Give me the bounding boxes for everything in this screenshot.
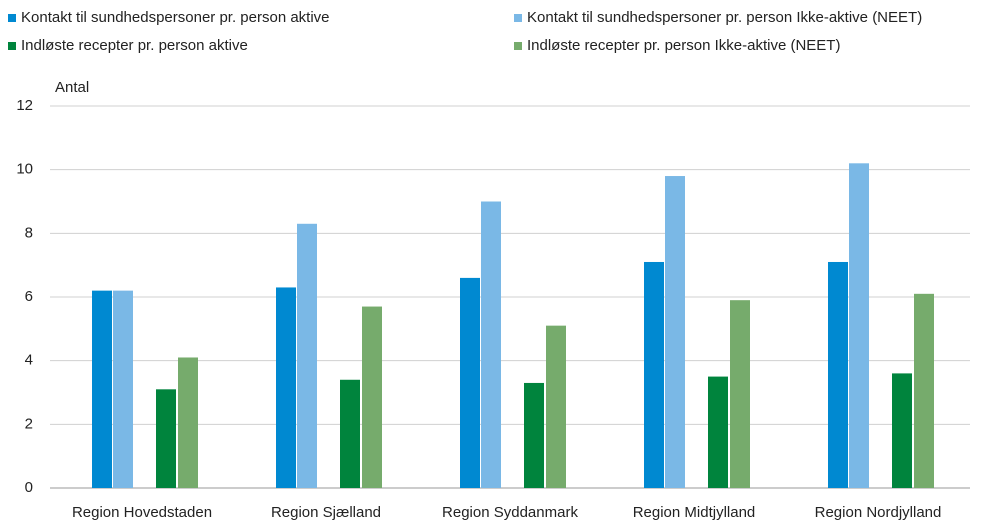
x-tick-label: Region Midtjylland — [633, 504, 756, 521]
bar — [914, 293, 934, 488]
legend-label: Kontakt til sundhedspersoner pr. person … — [21, 9, 330, 26]
y-tick-label: 4 — [25, 352, 33, 369]
bar — [828, 261, 848, 488]
y-tick-label: 6 — [25, 288, 33, 305]
bar — [340, 379, 360, 488]
legend-label: Kontakt til sundhedspersoner pr. person … — [527, 9, 922, 26]
bar — [362, 306, 382, 488]
bar — [524, 382, 544, 488]
y-tick-label: 0 — [25, 479, 33, 496]
y-tick-label: 10 — [16, 161, 33, 178]
legend-swatch — [8, 42, 16, 50]
legend-label: Indløste recepter pr. person aktive — [21, 37, 248, 54]
x-tick-label: Region Syddanmark — [442, 504, 578, 521]
bar — [730, 300, 750, 488]
x-tick-label: Region Sjælland — [271, 504, 381, 521]
legend-label: Indløste recepter pr. person Ikke-aktive… — [527, 37, 840, 54]
bar — [849, 163, 869, 489]
y-tick-label: 12 — [16, 97, 33, 114]
bar — [546, 325, 566, 488]
bar — [156, 389, 176, 488]
y-tick-label: 8 — [25, 224, 33, 241]
bar — [113, 290, 133, 488]
bar — [644, 261, 664, 488]
x-tick-label: Region Nordjylland — [815, 504, 942, 521]
y-tick-label: 2 — [25, 415, 33, 432]
bar — [481, 201, 501, 488]
bar — [665, 176, 685, 489]
legend-swatch — [514, 42, 522, 50]
bar — [178, 357, 198, 488]
bar — [276, 287, 296, 488]
bar — [297, 223, 317, 489]
bar — [708, 376, 728, 488]
bar — [460, 277, 480, 488]
legend-swatch — [514, 14, 522, 22]
bar — [92, 290, 112, 488]
y-axis-label: Antal — [55, 79, 89, 96]
legend-swatch — [8, 14, 16, 22]
bar — [892, 373, 912, 488]
x-tick-label: Region Hovedstaden — [72, 504, 212, 521]
